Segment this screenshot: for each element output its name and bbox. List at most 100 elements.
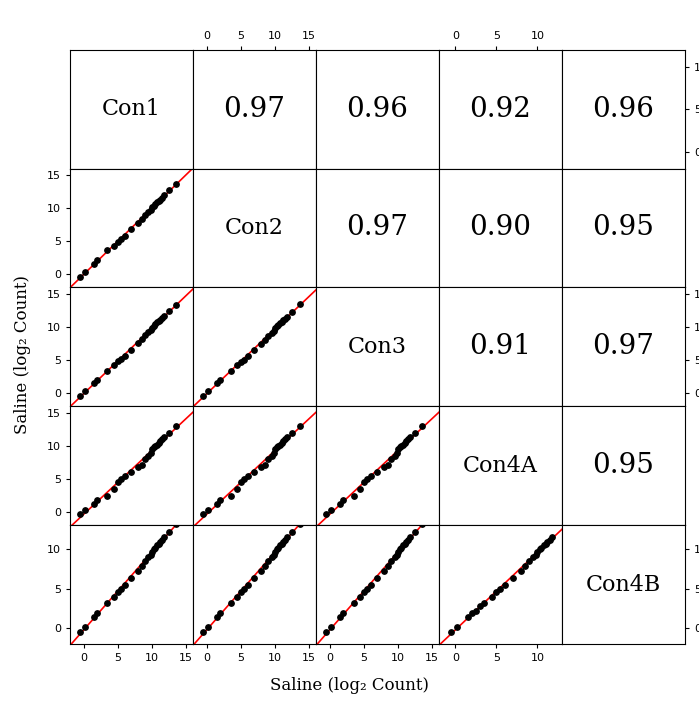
Point xyxy=(287,307,298,318)
Point xyxy=(119,230,130,241)
Point xyxy=(115,234,127,245)
Point xyxy=(88,377,99,389)
Point xyxy=(126,344,137,355)
Point xyxy=(164,526,175,537)
Point xyxy=(355,484,366,495)
Point xyxy=(109,484,120,495)
Point xyxy=(389,552,400,563)
Point xyxy=(152,539,163,551)
Point xyxy=(348,598,359,609)
Point xyxy=(372,572,383,583)
Point xyxy=(225,366,236,377)
Point xyxy=(401,435,412,447)
Point xyxy=(126,224,137,235)
Point xyxy=(92,607,103,619)
Point xyxy=(143,207,154,218)
Point xyxy=(542,537,553,548)
Point xyxy=(102,245,113,256)
Text: 0.97: 0.97 xyxy=(593,333,654,360)
Point xyxy=(109,591,120,603)
Point xyxy=(275,439,286,450)
Point xyxy=(491,586,502,598)
Point xyxy=(171,518,182,530)
Point xyxy=(153,437,164,448)
Point xyxy=(499,579,510,590)
Point xyxy=(294,518,305,530)
Point xyxy=(326,505,337,516)
Point xyxy=(507,572,519,583)
Point xyxy=(365,579,376,590)
Point xyxy=(405,532,416,543)
Point xyxy=(389,450,400,462)
Point xyxy=(235,476,246,488)
Point xyxy=(358,586,369,598)
Point xyxy=(394,544,405,555)
Point xyxy=(530,549,541,560)
Point xyxy=(238,583,250,595)
Point xyxy=(148,200,159,211)
Point xyxy=(348,490,359,501)
Point xyxy=(470,605,482,617)
Point xyxy=(382,560,394,571)
Point xyxy=(154,314,166,326)
Point xyxy=(410,526,421,537)
Point xyxy=(278,537,289,548)
Point xyxy=(150,440,161,452)
Point xyxy=(361,474,373,485)
Point xyxy=(242,579,253,590)
Point xyxy=(273,440,284,452)
Point xyxy=(379,565,390,576)
Point xyxy=(203,505,214,516)
Point xyxy=(475,600,486,612)
Point xyxy=(403,534,414,545)
Point xyxy=(355,591,366,603)
Point xyxy=(544,534,555,545)
Point xyxy=(379,462,390,473)
Point xyxy=(235,356,246,367)
Point xyxy=(112,586,123,598)
Point xyxy=(152,439,163,450)
Point xyxy=(287,526,298,537)
Point xyxy=(136,459,147,470)
Point xyxy=(150,319,161,330)
Point xyxy=(203,385,214,396)
Point xyxy=(225,490,236,501)
Point xyxy=(148,442,159,453)
Point xyxy=(109,240,120,251)
Point xyxy=(146,202,157,213)
Point xyxy=(410,427,421,438)
Point xyxy=(225,598,236,609)
Point xyxy=(75,508,86,520)
Point xyxy=(266,552,277,563)
Text: Saline (log₂ Count): Saline (log₂ Count) xyxy=(14,275,31,433)
Point xyxy=(538,539,549,551)
Point xyxy=(115,354,127,365)
Point xyxy=(479,598,490,609)
Point xyxy=(153,538,164,549)
Point xyxy=(271,442,282,453)
Point xyxy=(266,450,277,462)
Point xyxy=(150,542,161,553)
Point xyxy=(259,560,271,571)
Point xyxy=(271,321,282,332)
Point xyxy=(80,267,91,278)
Point xyxy=(334,612,345,623)
Point xyxy=(446,626,457,637)
Point xyxy=(273,542,284,553)
Point xyxy=(403,434,414,445)
Point xyxy=(365,470,376,481)
Point xyxy=(242,350,253,362)
Point xyxy=(280,534,291,545)
Point xyxy=(276,538,287,549)
Point xyxy=(154,194,166,205)
Point xyxy=(269,323,280,334)
Point xyxy=(386,454,397,465)
Point xyxy=(547,532,558,543)
Text: 0.92: 0.92 xyxy=(470,96,531,122)
Point xyxy=(159,189,170,200)
Point xyxy=(399,538,410,549)
Point xyxy=(391,549,402,560)
Point xyxy=(136,333,147,345)
Text: 0.95: 0.95 xyxy=(593,452,654,479)
Point xyxy=(198,508,209,520)
